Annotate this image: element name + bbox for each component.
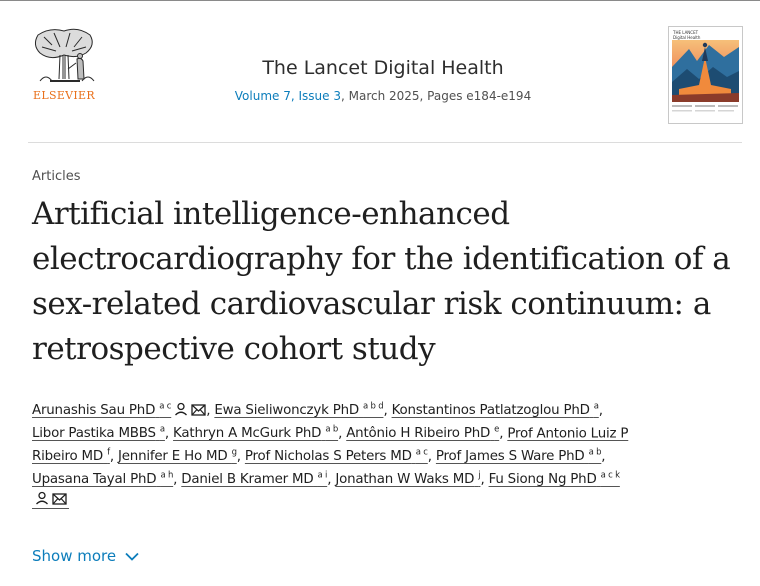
issue-date-pages: , March 2025, Pages e184-e194 — [340, 89, 532, 103]
elsevier-logo[interactable]: ELSEVIER — [28, 25, 100, 105]
author-link[interactable]: Daniel B Kramer MD a i — [181, 471, 328, 488]
elsevier-wordmark: ELSEVIER — [33, 89, 95, 102]
author-link[interactable]: Prof Antonio Luiz P — [507, 426, 629, 442]
journal-issue-info: Volume 7, Issue 3, March 2025, Pages e18… — [150, 89, 616, 103]
author-line: Upasana Tayal PhD a h, Daniel B Kramer M… — [32, 471, 620, 488]
author-link[interactable]: Prof Nicholas S Peters MD a c — [244, 448, 428, 465]
chevron-down-icon — [125, 552, 139, 561]
cover-illustration — [672, 40, 739, 112]
author-link[interactable]: Prof James S Ware PhD a b — [435, 448, 602, 465]
top-border — [0, 0, 760, 1]
author-link[interactable]: Konstantinos Patlatzoglou PhD a — [391, 402, 599, 419]
author-line — [32, 488, 748, 511]
author-link[interactable]: Jonathan W Waks MD j — [335, 471, 481, 488]
email-icon[interactable] — [191, 404, 206, 417]
show-more-button[interactable]: Show more — [32, 547, 139, 565]
person-icon[interactable] — [174, 402, 188, 416]
person-icon[interactable] — [35, 491, 49, 505]
author-list: Arunashis Sau PhD a c, Ewa Sieliwonczyk … — [32, 396, 748, 511]
article-title: Artificial intelligence-enhanced electro… — [32, 196, 731, 367]
header-divider — [28, 142, 742, 143]
journal-cover-image[interactable]: THE LANCET Digital Health — [668, 26, 743, 124]
article-type: Articles — [32, 169, 81, 184]
author-link[interactable]: Arunashis Sau PhD a c — [32, 402, 172, 419]
author-link[interactable]: Ribeiro MD f — [32, 448, 110, 465]
issue-link[interactable]: Volume 7, Issue 3 — [234, 89, 341, 103]
author-link[interactable]: Ewa Sieliwonczyk PhD a b d — [214, 402, 384, 419]
cover-title: THE LANCET Digital Health — [673, 30, 701, 40]
author-link[interactable]: Kathryn A McGurk PhD a b — [173, 425, 339, 442]
journal-header: ELSEVIER The Lancet Digital Health Volum… — [0, 1, 760, 141]
journal-title[interactable]: The Lancet Digital Health — [262, 57, 504, 79]
email-icon[interactable] — [52, 493, 67, 505]
author-line: Libor Pastika MBBS a, Kathryn A McGurk P… — [32, 425, 629, 442]
author-link[interactable]: Jennifer E Ho MD g — [118, 448, 237, 465]
show-more-label: Show more — [32, 547, 117, 565]
author-line: Arunashis Sau PhD a c, Ewa Sieliwonczyk … — [32, 402, 603, 419]
author-line: Ribeiro MD f, Jennifer E Ho MD g, Prof N… — [32, 448, 606, 465]
author-link[interactable]: Upasana Tayal PhD a h — [32, 471, 174, 488]
author-link[interactable]: Fu Siong Ng PhD a c k — [488, 471, 620, 488]
elsevier-tree-icon — [30, 25, 98, 87]
author-link[interactable]: Antônio H Ribeiro PhD e — [346, 425, 500, 442]
author-link[interactable]: Libor Pastika MBBS a — [32, 425, 165, 442]
author-contact-icons — [32, 491, 69, 509]
